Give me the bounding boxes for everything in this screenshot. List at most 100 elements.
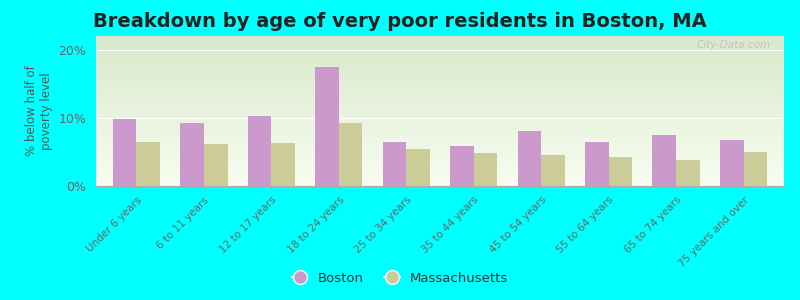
Bar bbox=[96, 85, 784, 87]
Bar bbox=[743, 152, 767, 186]
Bar bbox=[96, 88, 784, 90]
Bar bbox=[382, 142, 406, 186]
Bar bbox=[96, 111, 784, 112]
Bar bbox=[96, 182, 784, 183]
Bar bbox=[609, 158, 632, 186]
Bar bbox=[96, 78, 784, 80]
Bar bbox=[585, 142, 609, 186]
Bar bbox=[96, 136, 784, 138]
Bar bbox=[96, 45, 784, 46]
Bar bbox=[96, 176, 784, 177]
Bar bbox=[96, 80, 784, 81]
Bar bbox=[96, 40, 784, 42]
Bar bbox=[96, 93, 784, 94]
Bar bbox=[96, 58, 784, 60]
Bar bbox=[96, 76, 784, 78]
Bar bbox=[96, 154, 784, 156]
Bar bbox=[96, 171, 784, 172]
Bar bbox=[96, 117, 784, 118]
Bar bbox=[96, 146, 784, 147]
Bar bbox=[96, 129, 784, 130]
Bar bbox=[271, 143, 295, 186]
Bar bbox=[96, 128, 784, 129]
Bar bbox=[137, 142, 160, 186]
Bar bbox=[96, 164, 784, 165]
Bar bbox=[96, 74, 784, 75]
Bar bbox=[96, 66, 784, 68]
Bar bbox=[96, 184, 784, 186]
Bar bbox=[720, 140, 743, 186]
Bar bbox=[676, 160, 700, 186]
Bar bbox=[96, 178, 784, 180]
Bar bbox=[96, 141, 784, 142]
Bar bbox=[96, 165, 784, 166]
Bar bbox=[96, 130, 784, 132]
Bar bbox=[96, 152, 784, 153]
Bar bbox=[474, 153, 498, 186]
Bar bbox=[96, 84, 784, 86]
Bar bbox=[96, 82, 784, 84]
Bar bbox=[450, 146, 474, 186]
Bar bbox=[96, 138, 784, 140]
Bar bbox=[96, 99, 784, 100]
Bar bbox=[96, 118, 784, 120]
Text: Breakdown by age of very poor residents in Boston, MA: Breakdown by age of very poor residents … bbox=[93, 12, 707, 31]
Bar bbox=[96, 110, 784, 111]
Bar bbox=[96, 120, 784, 122]
Bar bbox=[96, 48, 784, 50]
Bar bbox=[96, 150, 784, 152]
Bar bbox=[96, 103, 784, 105]
Bar bbox=[518, 131, 541, 186]
Bar bbox=[96, 87, 784, 88]
Bar bbox=[96, 153, 784, 154]
Bar bbox=[96, 102, 784, 104]
Bar bbox=[96, 148, 784, 150]
Bar bbox=[96, 46, 784, 48]
Bar bbox=[113, 119, 137, 186]
Bar bbox=[96, 75, 784, 76]
Bar bbox=[96, 168, 784, 170]
Bar bbox=[96, 52, 784, 54]
Bar bbox=[96, 183, 784, 184]
Bar bbox=[96, 72, 784, 74]
Bar bbox=[96, 158, 784, 159]
Bar bbox=[96, 36, 784, 38]
Bar bbox=[96, 147, 784, 148]
Bar bbox=[96, 167, 784, 168]
Bar bbox=[96, 57, 784, 58]
Bar bbox=[96, 122, 784, 123]
Text: City-Data.com: City-Data.com bbox=[696, 40, 770, 50]
Bar bbox=[96, 169, 784, 171]
Bar bbox=[96, 39, 784, 40]
Bar bbox=[96, 68, 784, 69]
Bar bbox=[96, 92, 784, 93]
Bar bbox=[96, 159, 784, 160]
Bar bbox=[541, 155, 565, 186]
Bar bbox=[96, 50, 784, 51]
Bar bbox=[96, 56, 784, 57]
Bar bbox=[96, 96, 784, 98]
Bar bbox=[96, 140, 784, 141]
Bar bbox=[96, 177, 784, 178]
Bar bbox=[96, 105, 784, 106]
Bar bbox=[96, 134, 784, 135]
Bar bbox=[96, 81, 784, 82]
Bar bbox=[96, 63, 784, 64]
Bar bbox=[96, 126, 784, 128]
Bar bbox=[339, 123, 362, 186]
Bar bbox=[96, 51, 784, 52]
Legend: Boston, Massachusetts: Boston, Massachusetts bbox=[286, 266, 514, 290]
Bar bbox=[96, 90, 784, 92]
Bar bbox=[406, 148, 430, 186]
Bar bbox=[96, 123, 784, 124]
Bar bbox=[96, 142, 784, 144]
Bar bbox=[96, 54, 784, 56]
Bar bbox=[96, 42, 784, 44]
Bar bbox=[96, 60, 784, 61]
Bar bbox=[96, 114, 784, 116]
Bar bbox=[96, 116, 784, 117]
Bar bbox=[96, 100, 784, 102]
Bar bbox=[96, 108, 784, 110]
Bar bbox=[96, 162, 784, 164]
Bar bbox=[96, 135, 784, 136]
